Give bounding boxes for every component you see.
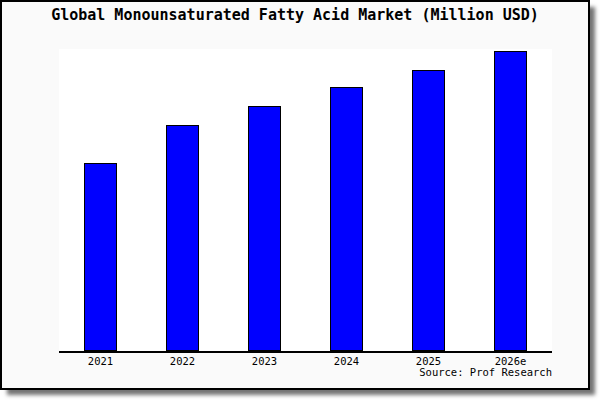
bar-2022: [166, 125, 199, 351]
bar-2025: [412, 70, 445, 351]
x-tick-label-2022: 2022: [166, 355, 199, 367]
bar-2023: [248, 106, 281, 351]
x-tick-label-2023: 2023: [248, 355, 281, 367]
bar-2026e: [494, 51, 527, 351]
bars-row: [59, 49, 552, 351]
bar-2021: [84, 163, 117, 351]
x-tick-label-2021: 2021: [84, 355, 117, 367]
plot-area: [59, 49, 552, 353]
chart-title: Global Monounsaturated Fatty Acid Market…: [2, 6, 588, 24]
chart-frame: Global Monounsaturated Fatty Acid Market…: [0, 0, 590, 390]
bar-2024: [330, 87, 363, 351]
x-tick-label-2024: 2024: [330, 355, 363, 367]
source-note: Source: Prof Research: [419, 366, 552, 378]
